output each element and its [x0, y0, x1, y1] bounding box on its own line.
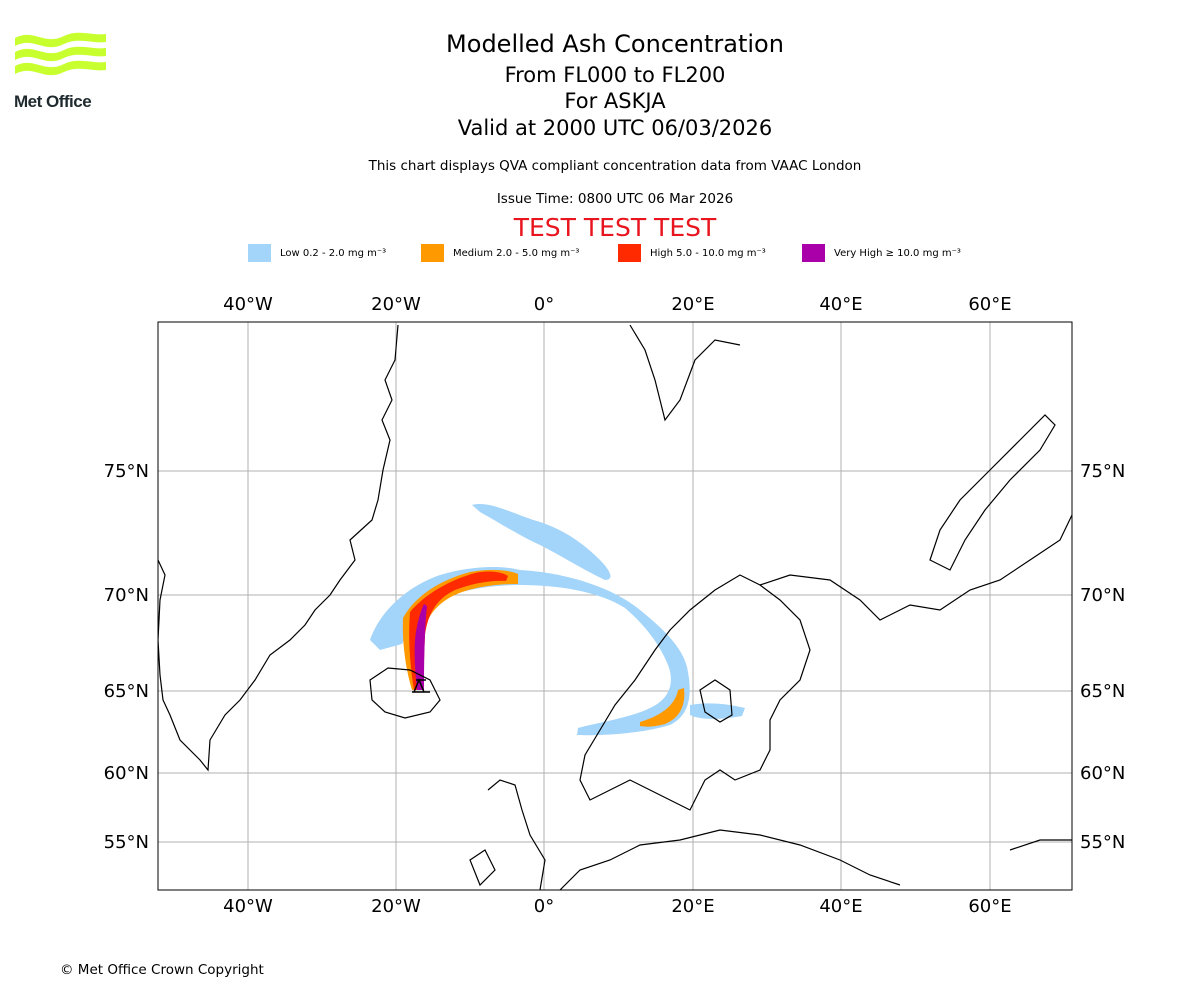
lat-label-left: 65°N	[104, 681, 149, 702]
lon-label-bottom: 20°E	[671, 896, 714, 917]
legend-swatch-high	[618, 244, 641, 262]
legend-item-high: High 5.0 - 10.0 mg m⁻³	[618, 244, 766, 262]
map-frame	[157, 321, 1073, 891]
test-banner: TEST TEST TEST	[513, 213, 717, 242]
coastlines	[158, 324, 1072, 890]
lon-label-top: 40°W	[223, 294, 273, 315]
lat-label-right: 60°N	[1080, 763, 1125, 784]
lat-label-right: 70°N	[1080, 585, 1125, 606]
wave-logo-icon	[15, 32, 106, 76]
chart-title: Modelled Ash Concentration	[446, 30, 784, 58]
legend-label-high: High 5.0 - 10.0 mg m⁻³	[650, 247, 766, 259]
flight-levels: From FL000 to FL200	[504, 63, 726, 87]
lon-label-top: 0°	[534, 294, 554, 315]
logo-text: Met Office	[14, 92, 92, 111]
graticule	[158, 322, 1072, 890]
volcano-name: For ASKJA	[564, 89, 666, 113]
legend-swatch-medium	[421, 244, 444, 262]
lon-label-top: 20°W	[371, 294, 421, 315]
legend-swatch-very-high	[802, 244, 825, 262]
lat-label-right: 65°N	[1080, 681, 1125, 702]
legend-label-very-high: Very High ≥ 10.0 mg m⁻³	[834, 247, 961, 259]
lon-label-bottom: 40°W	[223, 896, 273, 917]
met-office-logo: Met Office	[14, 30, 108, 112]
legend-item-very-high: Very High ≥ 10.0 mg m⁻³	[802, 244, 961, 262]
lat-label-right: 75°N	[1080, 461, 1125, 482]
compliance-note: This chart displays QVA compliant concen…	[368, 158, 862, 174]
lat-label-left: 55°N	[104, 832, 149, 853]
legend-label-medium: Medium 2.0 - 5.0 mg m⁻³	[453, 247, 580, 259]
lat-label-left: 70°N	[104, 585, 149, 606]
lat-label-right: 55°N	[1080, 832, 1125, 853]
lat-label-left: 75°N	[104, 461, 149, 482]
lon-label-top: 20°E	[671, 294, 714, 315]
lon-label-bottom: 0°	[534, 896, 554, 917]
valid-time: Valid at 2000 UTC 06/03/2026	[457, 116, 773, 140]
legend-swatch-low	[248, 244, 271, 262]
issue-time: Issue Time: 0800 UTC 06 Mar 2026	[496, 191, 734, 207]
legend-item-medium: Medium 2.0 - 5.0 mg m⁻³	[421, 244, 579, 262]
lon-label-bottom: 60°E	[968, 896, 1011, 917]
legend-item-low: Low 0.2 - 2.0 mg m⁻³	[248, 244, 386, 262]
lon-label-top: 60°E	[968, 294, 1011, 315]
lon-label-bottom: 40°E	[819, 896, 862, 917]
ash-very-high	[414, 604, 427, 690]
ash-high	[409, 571, 508, 690]
lat-label-left: 60°N	[104, 763, 149, 784]
lon-label-top: 40°E	[819, 294, 862, 315]
legend-label-low: Low 0.2 - 2.0 mg m⁻³	[280, 247, 387, 259]
copyright: © Met Office Crown Copyright	[60, 962, 264, 978]
lon-label-bottom: 20°W	[371, 896, 421, 917]
volcano-marker-icon	[412, 678, 430, 693]
